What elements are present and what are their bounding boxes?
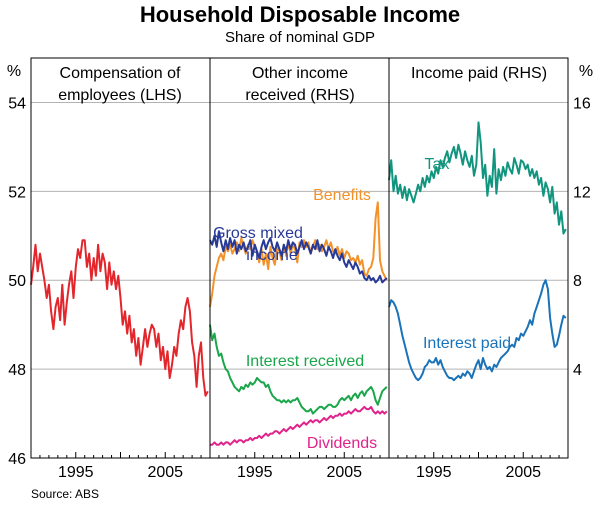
right-tick-label: 12: [573, 184, 591, 201]
chart-subtitle: Share of nominal GDP: [225, 29, 375, 46]
panel-1-title-line1: Compensation of: [60, 65, 182, 82]
label-tax: Tax: [425, 156, 450, 173]
left-tick-label: 46: [8, 451, 26, 468]
left-tick-label: 54: [8, 95, 26, 112]
chart-title: Household Disposable Income: [140, 2, 460, 27]
x-tick-label: 2005: [147, 464, 183, 481]
label-gross-mixed-line1: Gross mixed: [213, 225, 303, 242]
series-lines: [30, 121, 567, 446]
right-tick-label: 4: [573, 362, 582, 379]
panel-1-title-line2: employees (LHS): [58, 87, 182, 104]
gridlines: [31, 101, 568, 370]
right-tick-label: 16: [573, 95, 591, 112]
x-axis-ticks: 1995 2005 1995 2005 1995 2005: [30, 452, 569, 481]
source-note: Source: ABS: [31, 487, 99, 501]
x-tick-label: 1995: [237, 464, 273, 481]
right-tick-label: 8: [573, 273, 582, 290]
left-tick-label: 50: [8, 273, 26, 290]
series-line-interest-received: [209, 324, 388, 415]
panel-2-title-line2: received (RHS): [245, 87, 354, 104]
series-line-benefits: [209, 201, 388, 308]
plot-frame: [30, 57, 569, 459]
label-benefits: Benefits: [313, 187, 371, 204]
label-interest-paid: Interest paid: [423, 335, 511, 352]
x-tick-label: 2005: [326, 464, 362, 481]
left-tick-label: 52: [8, 184, 26, 201]
series-line-interest-paid: [388, 279, 567, 382]
left-axis-ticks: 46 48 50 52 54: [8, 95, 26, 468]
label-interest-received: Interest received: [246, 353, 364, 370]
left-axis-unit: %: [7, 63, 21, 80]
label-gross-mixed-line2: income: [246, 247, 298, 264]
x-tick-label: 1995: [58, 464, 94, 481]
series-line-compensation: [30, 239, 209, 397]
panel-2-title-line1: Other income: [252, 65, 348, 82]
right-axis-ticks: 4 8 12 16: [573, 95, 591, 379]
series-line-dividends: [210, 405, 388, 446]
left-tick-label: 48: [8, 362, 26, 379]
series-line-gross-mixed-income: [209, 230, 388, 284]
label-dividends: Dividends: [307, 435, 377, 452]
right-axis-unit: %: [579, 63, 593, 80]
x-tick-label: 2005: [505, 464, 541, 481]
series-line-tax: [388, 121, 567, 235]
x-tick-label: 1995: [416, 464, 452, 481]
panel-3-title: Income paid (RHS): [411, 65, 547, 82]
